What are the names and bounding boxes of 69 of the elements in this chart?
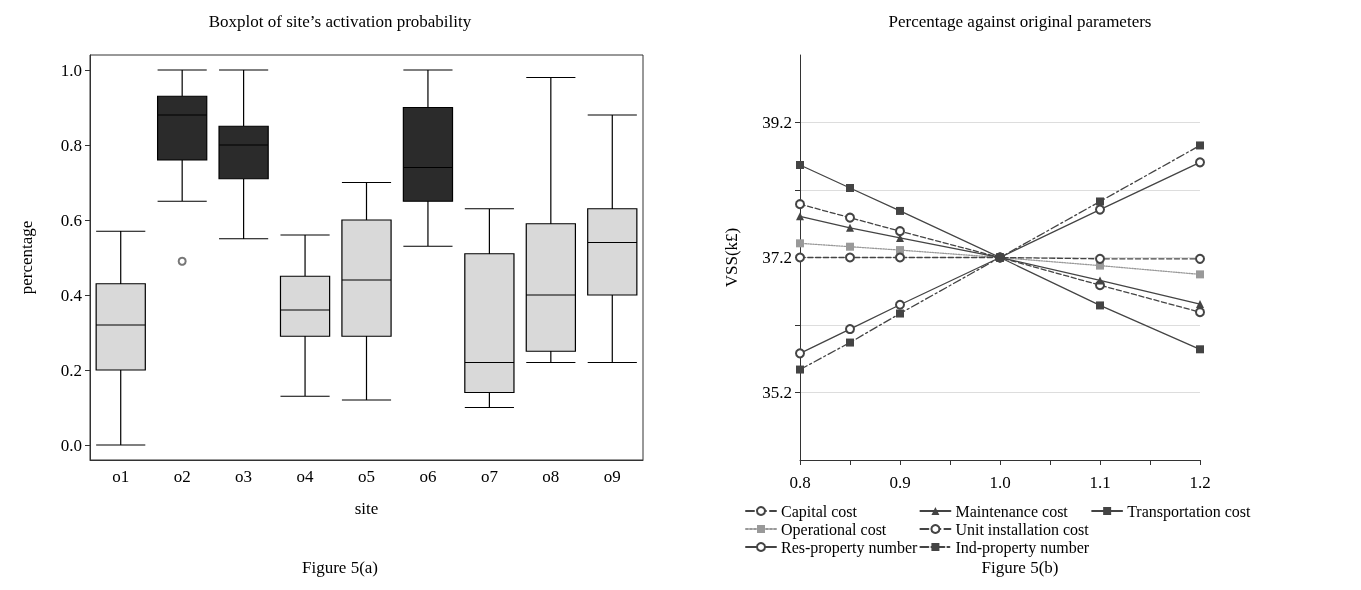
x-tick-label: o8 — [542, 467, 560, 486]
legend-label: Ind-property number — [955, 538, 1090, 557]
chart-title: Percentage against original parameters — [888, 12, 1152, 31]
x-tick-label: o4 — [296, 467, 315, 486]
legend-label: Maintenance cost — [955, 502, 1069, 520]
caption: Figure 5(b) — [981, 558, 1059, 577]
point — [1195, 253, 1205, 264]
legend-label: Capital cost — [781, 502, 858, 521]
x-tick-label: o1 — [112, 467, 130, 486]
chart-title: Boxplot of site’s activation probability — [208, 12, 472, 31]
y-tick-label: 0.6 — [60, 210, 82, 230]
point — [846, 183, 854, 192]
point — [1196, 270, 1204, 279]
point — [845, 212, 855, 223]
point — [1195, 157, 1205, 168]
y-tick-label: 39.2 — [762, 113, 792, 132]
x-tick-label: o9 — [603, 467, 621, 486]
point — [896, 309, 904, 318]
point — [795, 199, 805, 210]
point — [1096, 276, 1104, 285]
point — [896, 206, 904, 215]
x-axis-title: site — [354, 499, 379, 518]
y-tick-label: 37.2 — [762, 248, 792, 267]
x-tick-label: o7 — [480, 467, 499, 486]
y-tick-label: 1.0 — [60, 60, 82, 80]
y-tick-label: 0.0 — [60, 435, 82, 455]
point — [846, 338, 854, 347]
point — [1196, 345, 1204, 354]
y-tick-label: 0.4 — [60, 285, 83, 305]
legend-label: Operational cost — [781, 520, 887, 539]
point — [1095, 253, 1105, 264]
point — [1095, 204, 1105, 215]
legend-label: Unit installation cost — [955, 520, 1090, 538]
legend-label: Transportation cost — [1127, 502, 1252, 521]
x-tick-label: o3 — [235, 467, 253, 486]
point — [796, 161, 804, 170]
point — [845, 252, 855, 263]
x-tick-label: 1.1 — [1089, 473, 1111, 492]
caption: Figure 5(a) — [302, 558, 379, 577]
point — [795, 252, 805, 263]
y-axis-title: percentage — [17, 220, 36, 295]
point — [846, 242, 854, 251]
x-tick-label: o5 — [358, 467, 375, 486]
legend-label: Res-property number — [781, 538, 919, 557]
x-tick-label: 1.0 — [989, 473, 1011, 492]
point — [845, 324, 855, 335]
x-tick-label: o2 — [173, 467, 191, 486]
point — [846, 223, 854, 232]
y-tick-label: 35.2 — [762, 383, 792, 402]
point — [1195, 307, 1205, 318]
y-tick-label: 0.2 — [60, 360, 82, 380]
y-tick-label: 0.8 — [60, 135, 82, 155]
point — [896, 246, 904, 255]
x-tick-label: 1.2 — [1189, 473, 1211, 492]
point — [796, 212, 804, 221]
point — [895, 252, 905, 263]
point — [796, 365, 804, 374]
point — [1096, 197, 1104, 206]
point — [1196, 300, 1204, 309]
point — [895, 226, 905, 237]
x-tick-label: o6 — [419, 467, 437, 486]
point — [1196, 141, 1204, 150]
x-tick-label: 0.8 — [789, 473, 811, 492]
point — [1096, 301, 1104, 310]
y-axis-title: VSS(k£) — [722, 227, 741, 288]
point — [796, 239, 804, 248]
x-tick-label: 0.9 — [889, 473, 911, 492]
point — [895, 299, 905, 310]
point — [795, 348, 805, 359]
